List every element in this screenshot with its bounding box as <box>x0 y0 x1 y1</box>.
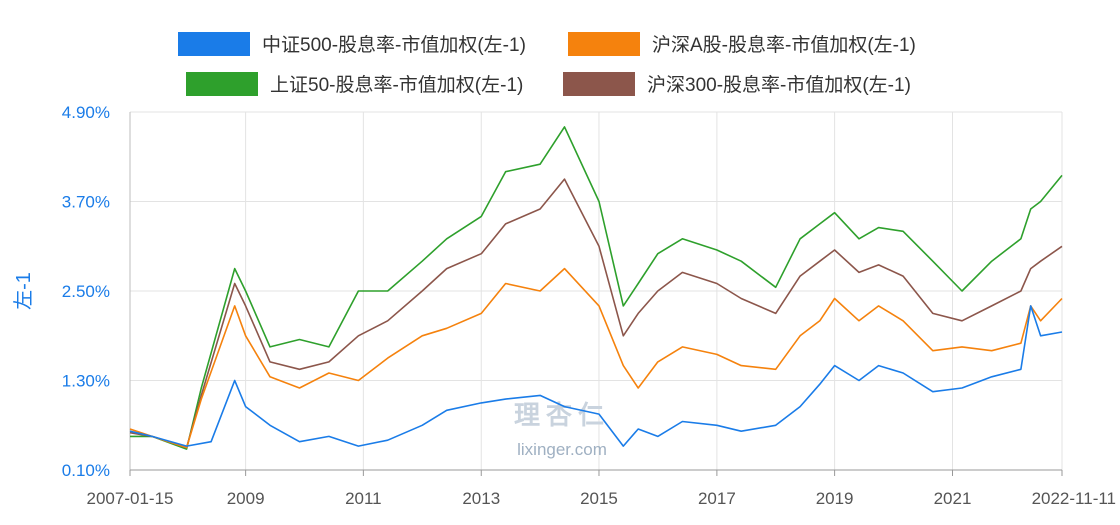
legend-swatch <box>186 72 258 96</box>
x-tick-label: 2007-01-15 <box>87 489 174 508</box>
legend-label: 上证50-股息率-市值加权(左-1) <box>270 74 523 96</box>
x-tick-label: 2009 <box>227 489 265 508</box>
legend-swatch <box>563 72 635 96</box>
y-tick-label: 0.10% <box>62 461 110 480</box>
watermark-logo: 理杏仁 <box>514 400 610 430</box>
x-tick-label: 2022-11-11 <box>1032 489 1116 508</box>
legend-label: 沪深300-股息率-市值加权(左-1) <box>647 74 911 96</box>
x-tick-label: 2021 <box>934 489 972 508</box>
watermark-url: lixinger.com <box>517 440 607 459</box>
x-tick-label: 2011 <box>345 489 382 508</box>
series-lines <box>129 126 1063 450</box>
x-axis-tick-labels: 2007-01-15 2009 2011 2013 2015 2017 2019 2021 20… <box>87 489 1116 508</box>
grid <box>129 111 1063 476</box>
y-axis-label: 左-1 <box>12 272 35 310</box>
x-tick-label: 2013 <box>462 489 500 508</box>
y-axis-tick-labels: 0.10% 1.30% 2.50% 3.70% 4.90% <box>62 103 110 480</box>
legend-swatch <box>568 32 640 56</box>
series-line-0 <box>129 305 1063 447</box>
y-tick-label: 1.30% <box>62 372 110 391</box>
series-line-2 <box>130 126 1063 450</box>
legend-label: 沪深A股-股息率-市值加权(左-1) <box>652 34 916 56</box>
y-tick-label: 3.70% <box>62 193 110 212</box>
x-tick-label: 2015 <box>580 489 618 508</box>
x-tick-label: 2019 <box>816 489 854 508</box>
legend-swatch <box>178 32 250 56</box>
series-line-1 <box>129 267 1063 449</box>
legend: 中证500-股息率-市值加权(左-1) 沪深A股-股息率-市值加权(左-1) 上证5… <box>178 32 916 96</box>
x-tick-label: 2017 <box>698 489 736 508</box>
watermark: 理杏仁 lixinger.com <box>514 400 610 459</box>
series-line-3 <box>129 178 1063 449</box>
y-tick-label: 4.90% <box>62 103 110 122</box>
legend-label: 中证500-股息率-市值加权(左-1) <box>262 34 526 56</box>
y-tick-label: 2.50% <box>62 282 110 301</box>
